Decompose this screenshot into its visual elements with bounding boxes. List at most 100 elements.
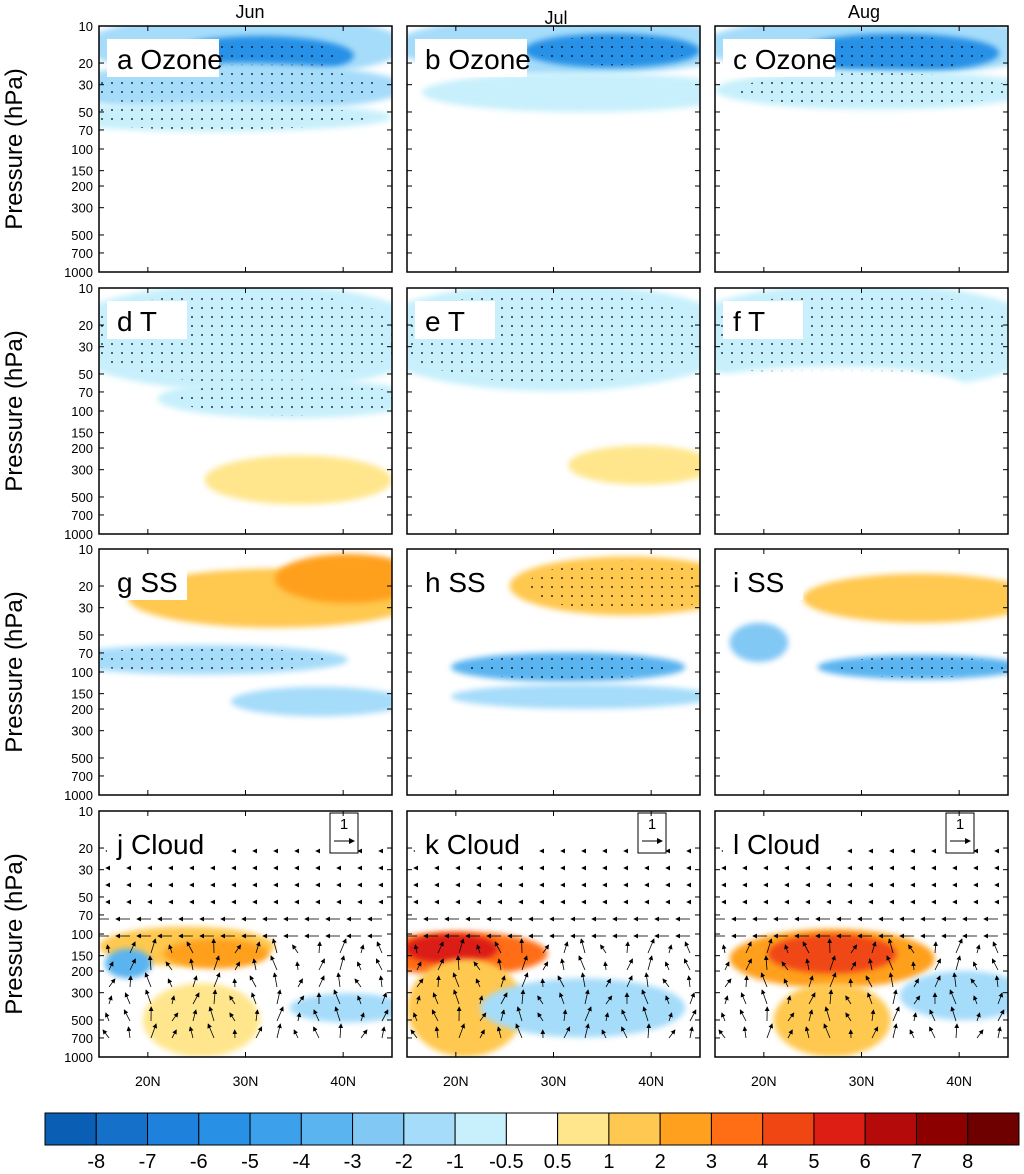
wind-vector (850, 944, 858, 954)
panel-label: b Ozone (425, 44, 531, 75)
panel-label: a Ozone (117, 44, 223, 75)
contour-2 (142, 983, 261, 1057)
contour-2 (773, 983, 891, 1057)
wind-vector (295, 961, 300, 971)
y-tick-label: 1000 (64, 527, 93, 542)
wind-vector (515, 1023, 523, 1039)
wind-vector (255, 1026, 263, 1039)
panel-k: 1 k Cloud (406, 810, 701, 1058)
wind-vector (664, 961, 670, 971)
y-tick-label: 50 (79, 367, 93, 382)
wind-vector (973, 995, 978, 1005)
x-tick-label: 30N (541, 1073, 567, 1089)
panel-label-bg (107, 562, 187, 600)
wind-vector (802, 941, 810, 954)
wind-vector (249, 975, 257, 988)
y-tick-label: 100 (71, 404, 93, 419)
stipple-2 (99, 66, 381, 109)
wind-vector (955, 955, 962, 971)
wind-vector (845, 995, 852, 1005)
y-tick-label: 70 (79, 385, 93, 400)
wind-vector (229, 995, 236, 1005)
wind-vector (559, 992, 565, 1005)
wind-vector (808, 992, 816, 1005)
colorbar-label: -6 (190, 1151, 208, 1173)
wind-vector (933, 941, 938, 954)
colorbar-label: 5 (808, 1151, 819, 1173)
wind-vector (805, 958, 810, 971)
wind-vector (381, 992, 387, 1005)
wind-vector (975, 944, 981, 954)
wind-vector (668, 1012, 673, 1022)
wind-vector (317, 941, 322, 954)
wind-vector (276, 1023, 282, 1039)
colorbar-label: -8 (87, 1151, 105, 1173)
wind-vector (934, 958, 941, 971)
wind-vector (562, 1009, 568, 1022)
y-tick-label: 10 (79, 804, 93, 819)
y-tick-label: 1000 (64, 265, 93, 280)
contour-2 (421, 72, 700, 113)
y-tick-label: 200 (71, 179, 93, 194)
wind-vector (360, 1029, 368, 1039)
wind-vector (887, 938, 894, 954)
reference-vector-label: 1 (648, 816, 656, 833)
panel-label: i SS (733, 567, 784, 598)
panel-label-bg (107, 301, 187, 339)
month-label-aug: Aug (848, 2, 880, 22)
wind-vector (647, 938, 655, 954)
colorbar-swatch (147, 1112, 200, 1146)
wind-vector (123, 1009, 131, 1022)
y-tick-label: 700 (71, 246, 93, 261)
wind-vector (972, 961, 978, 971)
wind-vector (381, 1026, 386, 1039)
wind-vector (804, 1026, 810, 1039)
month-label-jul: Jul (544, 8, 567, 28)
wind-vector (563, 1026, 571, 1039)
wind-vector (105, 1012, 110, 1022)
month-headers: Jun Jul Aug (235, 2, 880, 28)
colorbar-swatch (403, 1112, 456, 1146)
wind-vector (376, 941, 383, 954)
contour-2 (407, 958, 525, 1057)
wind-vector (626, 958, 633, 971)
wind-vector (955, 938, 963, 954)
wind-vector (808, 1009, 814, 1022)
wind-vector (271, 938, 278, 954)
wind-vector (452, 972, 460, 988)
wind-vector (540, 978, 546, 988)
panel-label-bg (723, 39, 835, 77)
wind-vector (516, 1006, 523, 1022)
y-tick-label: 1000 (64, 788, 93, 803)
wind-vector (850, 961, 857, 971)
wind-vector (339, 938, 347, 954)
wind-vector (334, 1006, 341, 1022)
y-tick-label: 500 (71, 751, 93, 766)
wind-vector (684, 941, 691, 954)
wind-vector (192, 992, 200, 1005)
y-tick-label: 20 (79, 318, 93, 333)
colorbar-swatch (710, 1112, 764, 1146)
wind-vector (521, 955, 528, 971)
wind-vector (272, 972, 278, 988)
wind-vector (580, 972, 586, 988)
y-tick-label: 300 (71, 463, 93, 478)
wind-vector (954, 1023, 960, 1039)
wind-vector (416, 978, 424, 988)
panel-label-bg (107, 824, 219, 862)
wind-vector (786, 995, 792, 1005)
wind-vector (144, 972, 152, 988)
wind-vector (667, 944, 673, 954)
wind-vector (542, 944, 550, 954)
wind-vector (453, 989, 460, 1005)
wind-vector (255, 941, 261, 954)
wind-vector (108, 978, 116, 988)
wind-vector (603, 961, 608, 971)
wind-vector (537, 1012, 544, 1022)
wind-vector (976, 1029, 984, 1039)
colorbar-swatch (300, 1112, 354, 1146)
wind-vector (829, 972, 837, 988)
colorbar-swatch (608, 1112, 661, 1146)
y-tick-label: 1000 (64, 1050, 93, 1065)
